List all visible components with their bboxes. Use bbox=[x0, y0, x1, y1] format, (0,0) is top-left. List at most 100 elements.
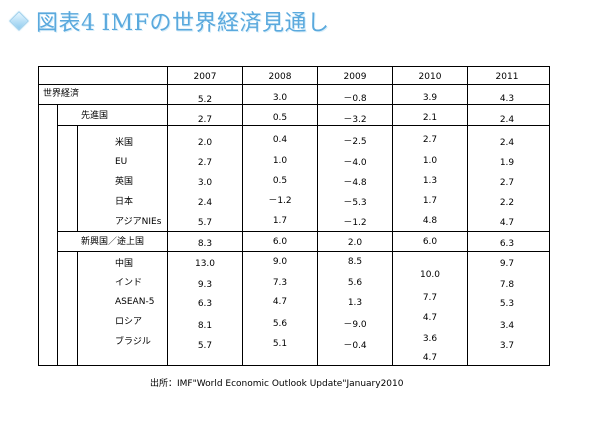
table-cell: 0.5 bbox=[272, 113, 288, 123]
table-cell: 2.7 bbox=[422, 135, 438, 145]
row-label: ロシア bbox=[115, 317, 143, 327]
col-rule-2 bbox=[317, 67, 318, 365]
table-cell: 7.3 bbox=[272, 278, 288, 288]
table-cell: 6.0 bbox=[422, 237, 438, 247]
table-cell: 2.4 bbox=[499, 138, 515, 148]
table-cell: －5.3 bbox=[343, 198, 367, 208]
table-cell: 6.0 bbox=[272, 237, 288, 247]
table-cell: 0.5 bbox=[272, 176, 288, 186]
table-cell: －0.4 bbox=[343, 341, 367, 351]
row-label: 世界経済 bbox=[43, 89, 80, 99]
table-cell: 1.0 bbox=[272, 156, 288, 166]
table-cell: 3.0 bbox=[272, 93, 288, 103]
row-label: ASEAN-5 bbox=[115, 297, 155, 307]
table-cell: 6.3 bbox=[197, 299, 213, 309]
table-cell: 4.7 bbox=[272, 297, 288, 307]
diamond-bullet-icon bbox=[9, 11, 29, 31]
table-cell: －3.2 bbox=[343, 115, 367, 125]
header-rule bbox=[39, 84, 549, 85]
table-cell: 2.4 bbox=[499, 115, 515, 125]
table-cell: 4.3 bbox=[499, 94, 515, 104]
table-cell: －4.0 bbox=[343, 158, 367, 168]
table-cell: 2.7 bbox=[499, 178, 515, 188]
row-label: 英国 bbox=[115, 177, 134, 187]
table-cell: －1.2 bbox=[268, 196, 292, 206]
indent-rule-2a bbox=[77, 125, 78, 231]
emerging-top-rule bbox=[57, 231, 549, 232]
table-cell: 9.7 bbox=[499, 259, 515, 269]
table-cell: 2.7 bbox=[197, 115, 213, 125]
source-note: 出所：IMF"World Economic Outlook Update"Jan… bbox=[150, 379, 404, 389]
table-cell: －9.0 bbox=[343, 320, 367, 330]
world-rule bbox=[39, 104, 549, 105]
col-rule-4 bbox=[467, 67, 468, 365]
table-cell: 5.7 bbox=[197, 341, 213, 351]
row-label: インド bbox=[115, 278, 143, 288]
page-subtitle: IMFの世界経済見通し bbox=[101, 11, 330, 36]
table-cell: 9.3 bbox=[197, 280, 213, 290]
table-cell: －2.5 bbox=[343, 137, 367, 147]
col-rule-1 bbox=[242, 67, 243, 365]
table-cell: 5.7 bbox=[197, 218, 213, 228]
table-cell: 3.6 bbox=[422, 334, 438, 344]
table-cell: 2.2 bbox=[499, 198, 515, 208]
table-cell: 3.7 bbox=[499, 341, 515, 351]
table-cell: 3.4 bbox=[499, 321, 515, 331]
year-header: 2011 bbox=[495, 72, 519, 82]
table-cell: 1.9 bbox=[499, 158, 515, 168]
advanced-sub-rule bbox=[77, 125, 549, 126]
label-col-rule bbox=[167, 67, 168, 365]
table-cell: 2.4 bbox=[197, 198, 213, 208]
table-cell: 3.0 bbox=[197, 178, 213, 188]
table-cell: 5.6 bbox=[272, 319, 288, 329]
table-cell: 9.0 bbox=[272, 257, 288, 267]
row-label: EU bbox=[115, 157, 128, 167]
table-cell: 8.5 bbox=[347, 257, 363, 267]
table-cell: 7.7 bbox=[422, 293, 438, 303]
row-label: ブラジル bbox=[115, 337, 151, 347]
table-cell: 1.7 bbox=[422, 196, 438, 206]
row-label: 中国 bbox=[115, 259, 134, 269]
indent-rule-1 bbox=[57, 104, 58, 365]
title-bar: 図表4 IMFの世界経済見通し bbox=[6, 4, 329, 38]
row-label: 日本 bbox=[115, 197, 134, 207]
year-header: 2009 bbox=[343, 72, 367, 82]
table-cell: 1.7 bbox=[272, 216, 288, 226]
year-header: 2010 bbox=[418, 72, 442, 82]
table-cell: 1.3 bbox=[347, 298, 363, 308]
table-cell: 1.3 bbox=[422, 176, 438, 186]
table-cell: 5.3 bbox=[499, 299, 515, 309]
table-cell: 2.0 bbox=[347, 238, 363, 248]
table-cell: 4.7 bbox=[499, 218, 515, 228]
emerging-rule bbox=[57, 251, 549, 252]
table-cell: 5.1 bbox=[272, 339, 288, 349]
table-cell: 4.7 bbox=[422, 353, 438, 363]
table-cell: 4.8 bbox=[422, 216, 438, 226]
row-label: 先進国 bbox=[81, 111, 109, 121]
table-cell: 2.7 bbox=[197, 158, 213, 168]
year-header: 2007 bbox=[193, 72, 217, 82]
table-cell: 7.8 bbox=[499, 280, 515, 290]
year-header: 2008 bbox=[268, 72, 292, 82]
table-cell: 3.9 bbox=[422, 93, 438, 103]
table-cell: 1.0 bbox=[422, 156, 438, 166]
row-label: 新興国／途上国 bbox=[81, 237, 145, 247]
table-cell: 8.3 bbox=[197, 239, 213, 249]
forecast-table: 2007 2008 2009 2010 2011 世界経済 先進国 米国 EU … bbox=[38, 66, 550, 366]
table-cell: －0.8 bbox=[343, 94, 367, 104]
col-rule-3 bbox=[392, 67, 393, 365]
page-title: 図表4 bbox=[36, 11, 96, 36]
row-label: アジアNIEs bbox=[115, 217, 162, 227]
table-cell: 2.1 bbox=[422, 113, 438, 123]
table-cell: 10.0 bbox=[419, 270, 441, 280]
table-cell: 5.2 bbox=[197, 95, 213, 105]
table-cell: 4.7 bbox=[422, 313, 438, 323]
row-label: 米国 bbox=[115, 138, 134, 148]
table-cell: 6.3 bbox=[499, 239, 515, 249]
table-cell: 2.0 bbox=[197, 138, 213, 148]
table-cell: 8.1 bbox=[197, 321, 213, 331]
table-cell: －1.2 bbox=[343, 218, 367, 228]
indent-rule-2b bbox=[77, 251, 78, 365]
table-cell: 0.4 bbox=[272, 135, 288, 145]
table-cell: 5.6 bbox=[347, 278, 363, 288]
